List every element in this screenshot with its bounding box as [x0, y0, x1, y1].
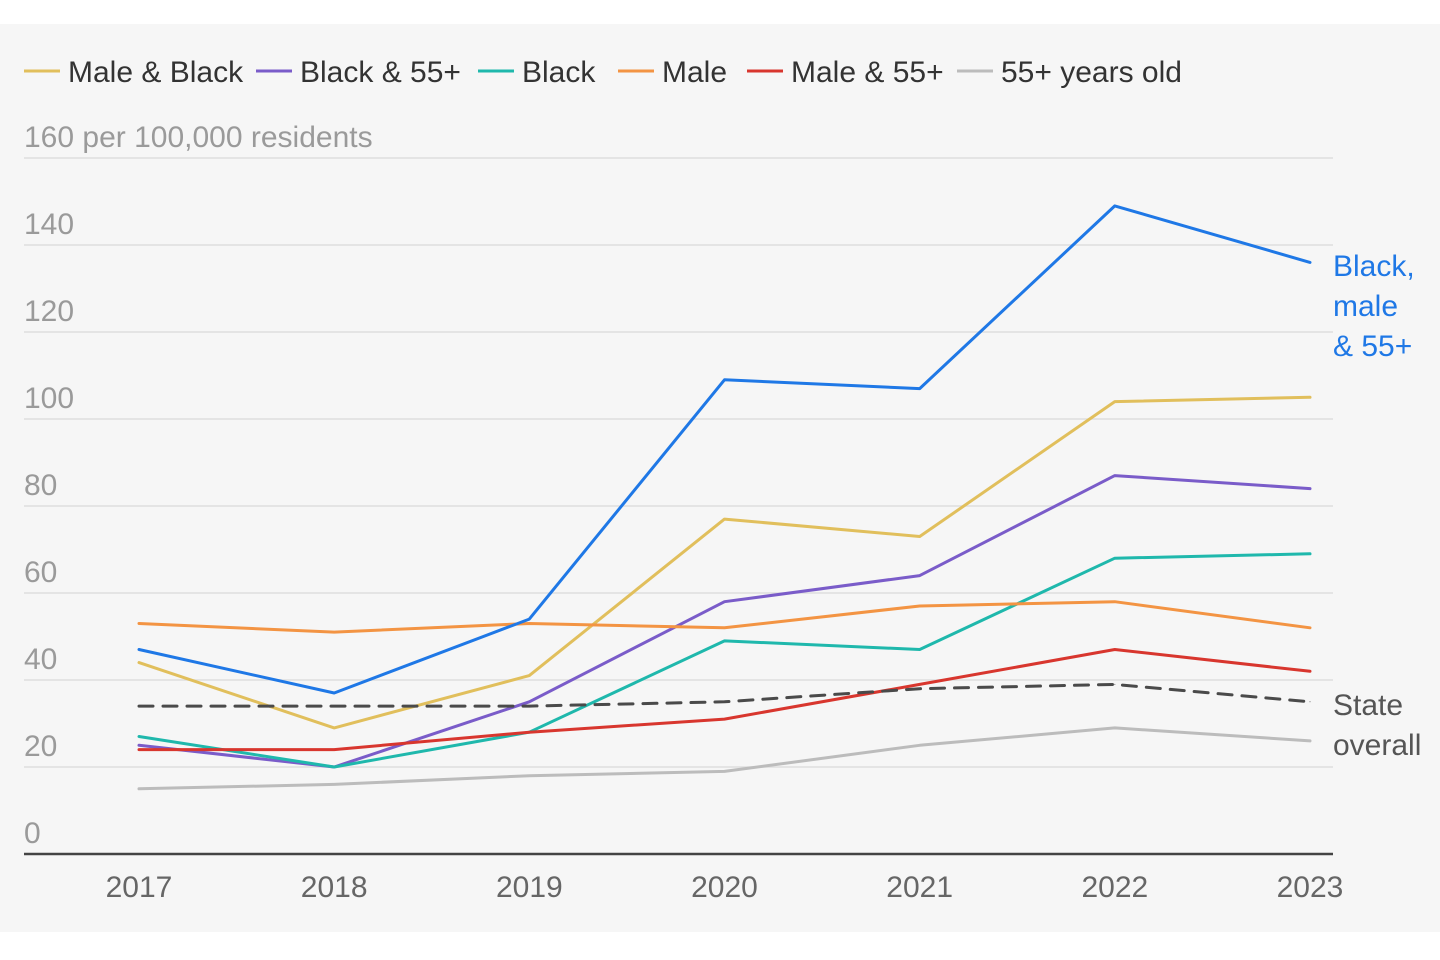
y-tick-label: 20 — [24, 730, 57, 763]
data-point — [333, 631, 335, 633]
data-point — [1309, 553, 1311, 555]
data-point — [138, 788, 140, 790]
data-point — [1309, 740, 1311, 742]
x-tick-label: 2020 — [691, 871, 758, 904]
data-point — [1309, 488, 1311, 490]
data-point — [528, 731, 530, 733]
y-axis-ticks: 0 20 40 60 80 100 120 140 160 per 100,000 reside… — [24, 121, 373, 850]
data-point — [919, 683, 921, 685]
data-point — [333, 705, 335, 707]
x-axis-ticks: 2017 2018 2019 2020 2021 2022 2023 — [106, 871, 1344, 904]
data-point — [138, 744, 140, 746]
y-tick-label: 60 — [24, 556, 57, 589]
y-axis-top-label: 160 per 100,000 residents — [24, 121, 373, 154]
annotation-label: Black, — [1333, 250, 1415, 283]
legend-label: Male — [662, 56, 727, 89]
series-line-male-55 — [137, 648, 1312, 752]
data-point — [333, 783, 335, 785]
data-point — [333, 766, 335, 768]
data-point — [919, 688, 921, 690]
x-tick-label: 2022 — [1081, 871, 1148, 904]
x-tick-label: 2019 — [496, 871, 563, 904]
annotation-label: male — [1333, 290, 1398, 323]
annotations: Black, male & 55+ State overall — [1333, 250, 1421, 762]
data-point — [1114, 601, 1116, 603]
data-point — [1114, 475, 1116, 477]
data-point — [138, 749, 140, 751]
data-point — [1309, 701, 1311, 703]
legend-label: Male & 55+ — [791, 56, 944, 89]
data-point — [1114, 649, 1116, 651]
chart-panel: 0 20 40 60 80 100 120 140 160 per 100,000 reside… — [0, 24, 1440, 932]
y-tick-label: 120 — [24, 295, 74, 328]
y-tick-label: 40 — [24, 643, 57, 676]
series-line-series-7 — [137, 204, 1312, 695]
data-point — [919, 388, 921, 390]
data-point — [528, 675, 530, 677]
y-tick-label: 140 — [24, 208, 74, 241]
data-point — [724, 770, 725, 772]
data-point — [528, 775, 530, 777]
data-point — [528, 701, 530, 703]
data-point — [138, 622, 140, 624]
series-lines — [137, 204, 1312, 791]
y-tick-label: 100 — [24, 382, 74, 415]
data-point — [919, 535, 921, 537]
x-tick-label: 2018 — [301, 871, 368, 904]
data-point — [919, 649, 921, 651]
data-point — [333, 727, 335, 729]
y-tick-label: 0 — [24, 817, 41, 850]
data-point — [333, 692, 335, 694]
annotation-label: State — [1333, 689, 1403, 722]
data-point — [1309, 627, 1311, 629]
legend-label: Black & 55+ — [300, 56, 461, 89]
data-point — [1309, 261, 1311, 263]
legend-label: Male & Black — [68, 56, 244, 89]
data-point — [138, 649, 140, 651]
data-point — [724, 718, 725, 720]
data-point — [919, 605, 921, 607]
x-tick-label: 2017 — [106, 871, 173, 904]
legend: Male & Black Black & 55+ Black Male Male & 5… — [24, 56, 1182, 89]
data-point — [138, 705, 140, 707]
data-point — [1114, 557, 1116, 559]
data-point — [724, 627, 725, 629]
data-point — [528, 622, 530, 624]
legend-label: 55+ years old — [1001, 56, 1182, 89]
data-point — [528, 705, 530, 707]
data-point — [333, 749, 335, 751]
x-tick-label: 2023 — [1277, 871, 1344, 904]
data-point — [724, 601, 725, 603]
annotation-label: overall — [1333, 729, 1421, 762]
data-point — [138, 662, 140, 664]
data-point — [919, 575, 921, 577]
annotation-label: & 55+ — [1333, 330, 1412, 363]
line-chart: 0 20 40 60 80 100 120 140 160 per 100,000 reside… — [24, 56, 1421, 904]
data-point — [138, 736, 140, 738]
data-point — [1309, 396, 1311, 398]
data-point — [724, 701, 725, 703]
data-point — [724, 518, 725, 520]
data-point — [1114, 401, 1116, 403]
data-point — [1309, 670, 1311, 672]
data-point — [1114, 727, 1116, 729]
data-point — [1114, 205, 1116, 207]
data-point — [724, 379, 725, 381]
x-tick-label: 2021 — [886, 871, 953, 904]
grid-lines — [24, 157, 1333, 856]
data-point — [1114, 683, 1116, 685]
y-tick-label: 80 — [24, 469, 57, 502]
data-point — [724, 640, 725, 642]
series-line-black — [137, 552, 1312, 769]
data-point — [919, 744, 921, 746]
data-point — [528, 618, 530, 620]
series-line-male-black — [137, 395, 1312, 730]
series-line-55-years-old — [137, 726, 1312, 791]
legend-label: Black — [522, 56, 596, 89]
